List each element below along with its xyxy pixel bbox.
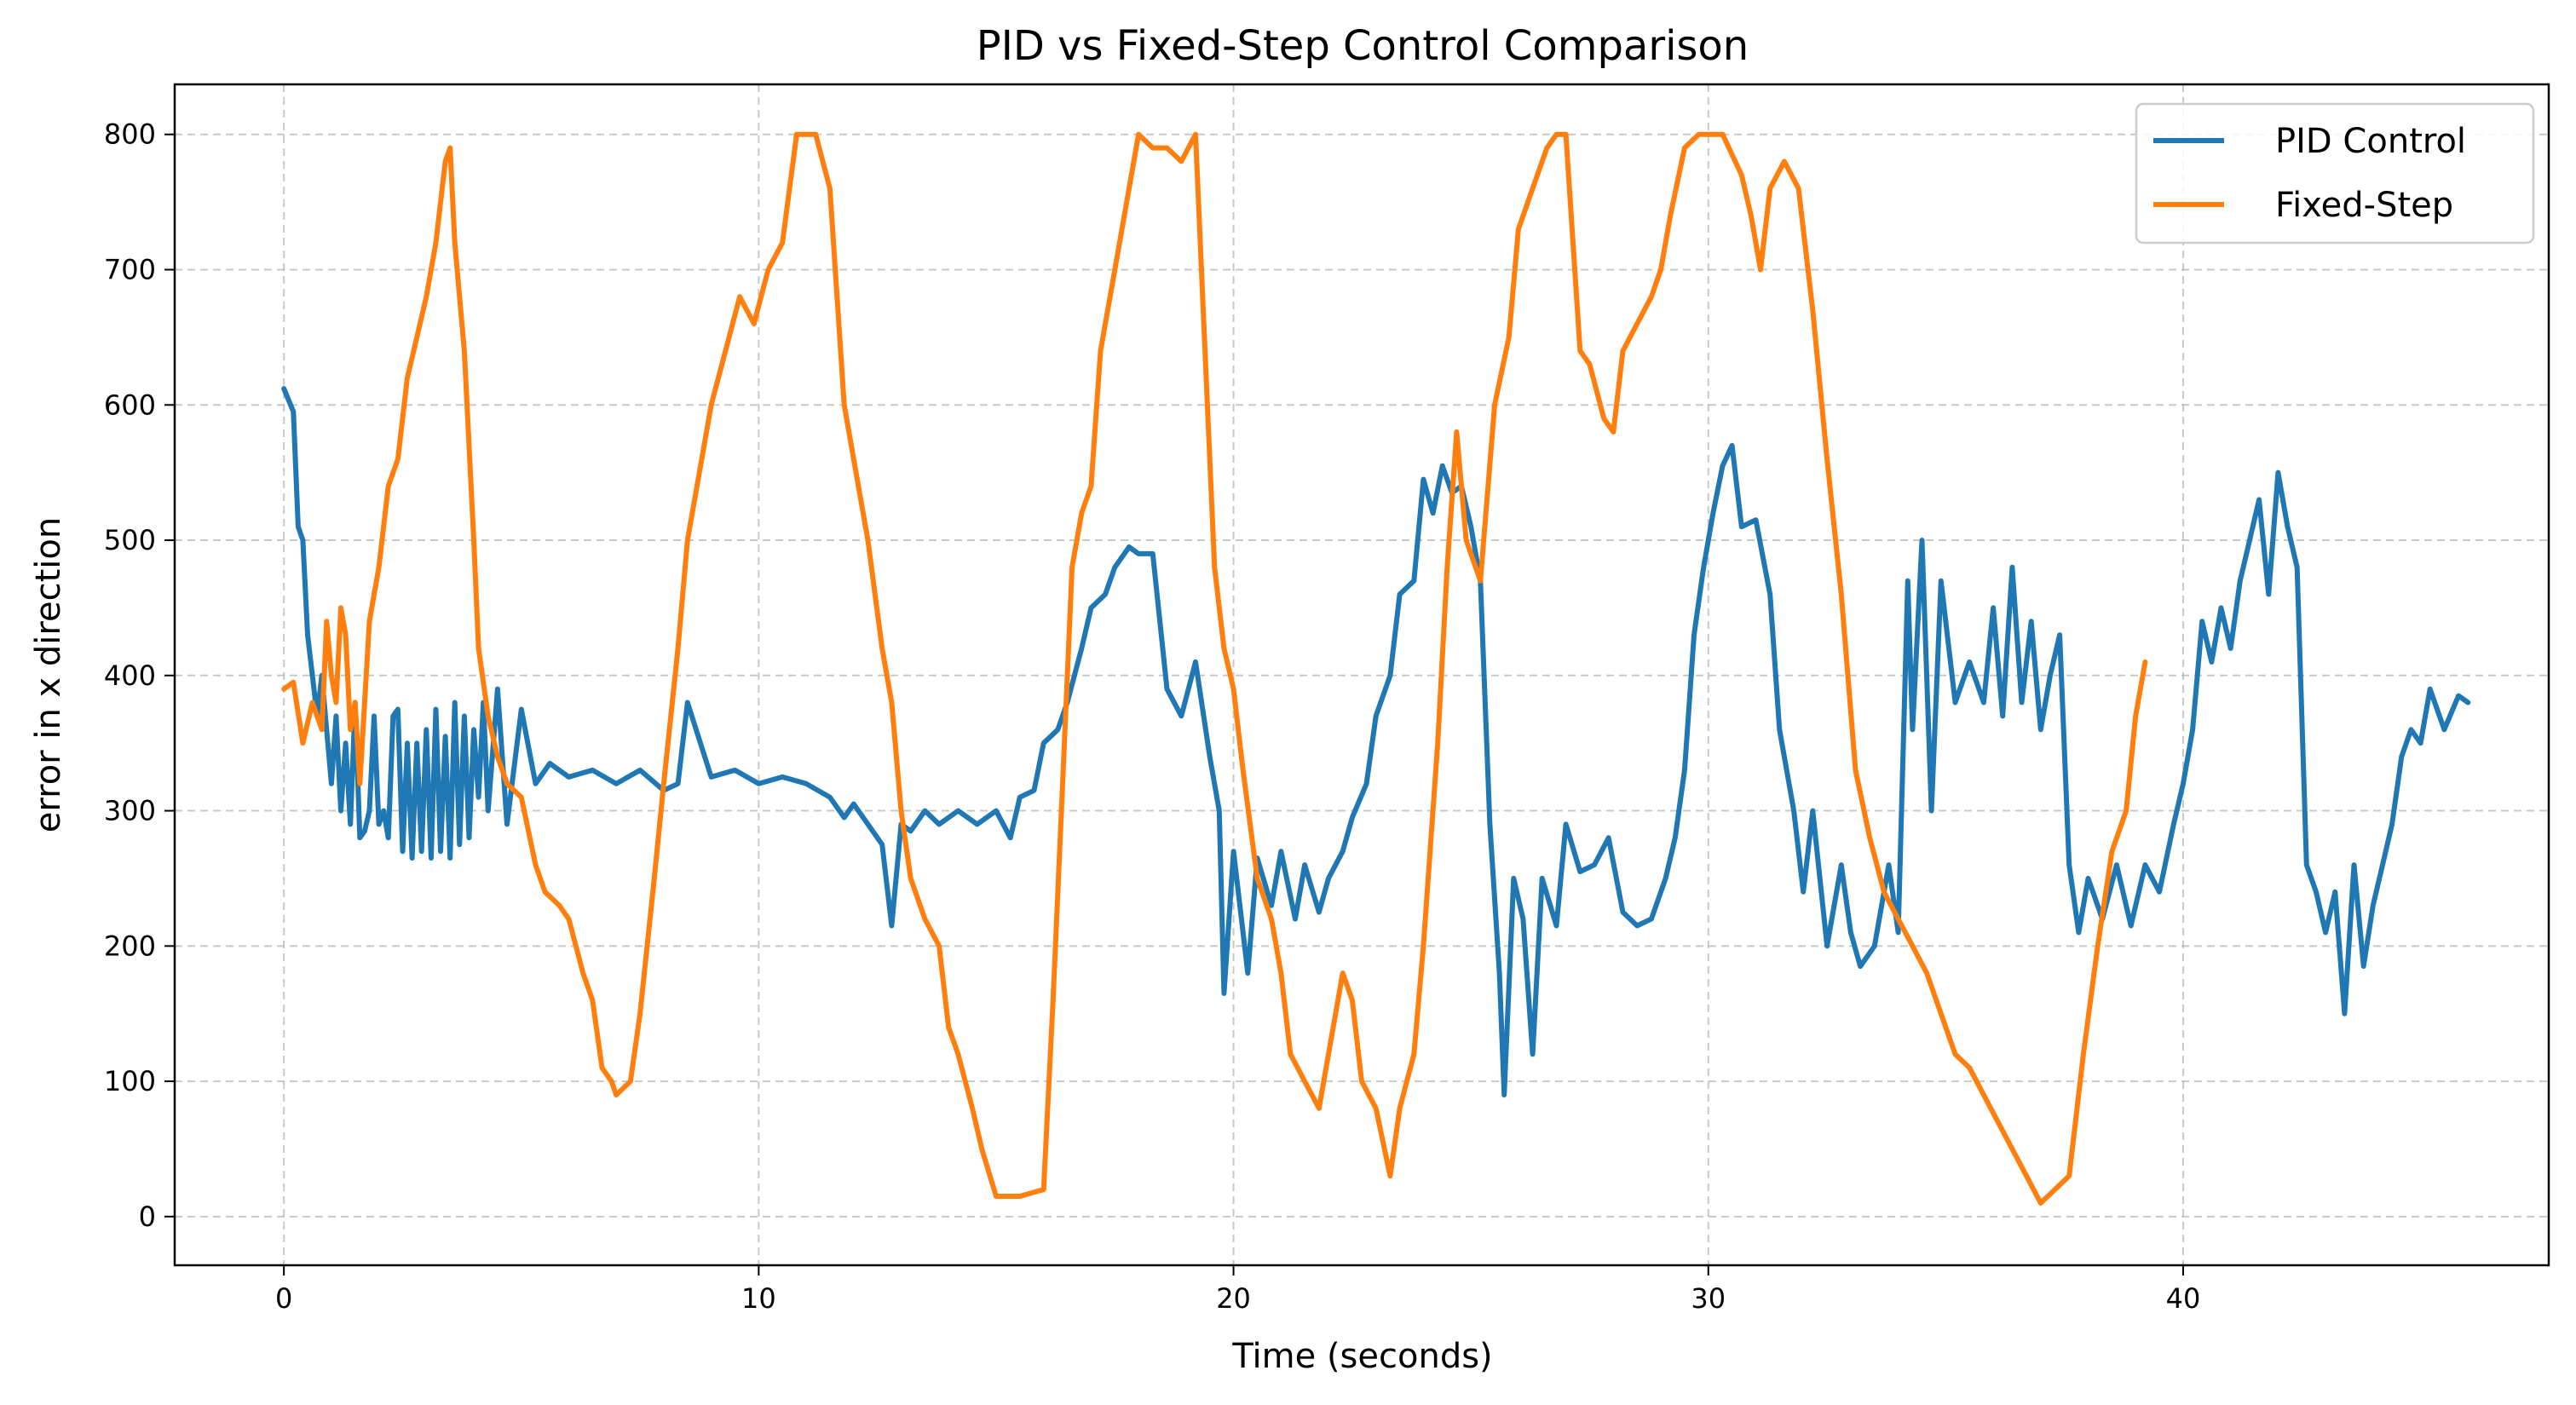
x-tick-label: 0 [275,1282,292,1315]
x-tick-label: 30 [1691,1282,1726,1315]
chart-title: PID vs Fixed-Step Control Comparison [977,22,1749,70]
y-tick-label: 500 [104,524,156,556]
y-tick-label: 600 [104,389,156,421]
series-group [281,131,2471,1206]
y-tick-label: 200 [104,930,156,962]
y-axis-label: error in x direction [29,517,68,832]
legend-box [2135,102,2535,245]
legend-label-pid: PID Control [2275,122,2466,161]
legend: PID Control Fixed-Step [2135,102,2535,245]
y-tick-label: 0 [139,1201,156,1233]
x-tick-label: 20 [1216,1282,1251,1315]
grid [175,84,2549,1265]
series-line-fixed-step [281,131,2148,1206]
y-tick-label: 400 [104,659,156,692]
legend-label-fixed-step: Fixed-Step [2275,186,2453,225]
y-tick-label: 800 [104,118,156,151]
y-tick-label: 100 [104,1065,156,1097]
series-line-pid-control [281,386,2471,1097]
x-axis-label: Time (seconds) [1231,1337,1492,1376]
x-tick-label: 40 [2166,1282,2201,1315]
x-tick-label: 10 [741,1282,776,1315]
y-tick-label: 300 [104,795,156,827]
y-tick-label: 700 [104,254,156,286]
